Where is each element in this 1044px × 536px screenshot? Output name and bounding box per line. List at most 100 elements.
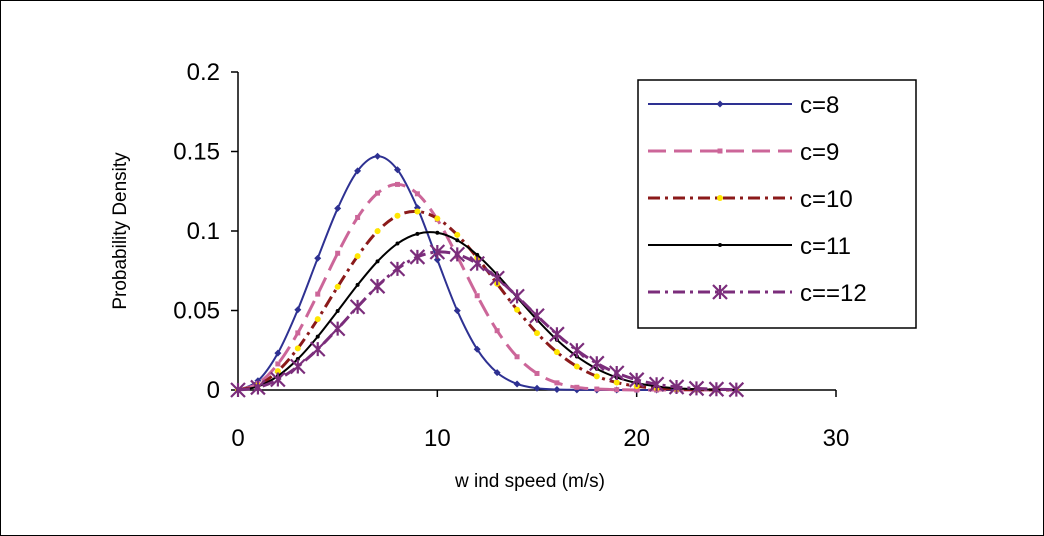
x-tick-label: 20	[623, 425, 650, 452]
data-point	[334, 283, 341, 290]
data-point	[534, 330, 540, 337]
data-point	[549, 326, 565, 342]
data-point	[429, 244, 446, 260]
data-point	[354, 253, 361, 260]
data-point	[668, 379, 685, 395]
data-point	[489, 270, 505, 287]
data-point	[290, 358, 306, 375]
y-tick-label: 0	[207, 377, 220, 404]
data-point	[634, 387, 640, 393]
data-point	[608, 365, 625, 381]
data-point	[295, 330, 301, 336]
data-point	[294, 306, 302, 314]
data-point	[433, 256, 441, 264]
data-point	[394, 181, 400, 187]
x-axis-title: w ind speed (m/s)	[454, 471, 605, 492]
legend-label: c=8	[800, 92, 839, 119]
data-point	[435, 230, 440, 235]
data-point	[509, 288, 525, 305]
data-point	[514, 354, 520, 360]
data-point	[230, 382, 246, 398]
data-point	[395, 241, 400, 246]
data-point	[454, 231, 461, 238]
ticks: 0 0.05 0.1 0.15 0.2 0 10 20 30	[173, 59, 849, 452]
data-point	[473, 345, 481, 353]
data-point	[449, 246, 466, 263]
x-tick-label: 0	[231, 425, 244, 452]
data-point	[275, 361, 281, 367]
legend-entry: c==12	[648, 280, 867, 307]
data-point	[335, 308, 340, 313]
legend-marker	[712, 284, 728, 300]
data-point	[374, 152, 382, 160]
data-point	[589, 355, 605, 372]
data-point	[250, 379, 266, 396]
data-point	[375, 190, 381, 196]
data-point	[414, 208, 421, 215]
data-point	[274, 368, 281, 375]
data-point	[728, 381, 745, 398]
y-tick-label: 0.1	[187, 218, 220, 245]
legend-label: c==12	[800, 280, 867, 307]
data-point	[628, 372, 645, 388]
data-point	[315, 334, 320, 339]
x-tick-label: 30	[823, 425, 850, 452]
data-point	[553, 349, 560, 356]
y-axis-title: Probability Density	[110, 152, 131, 310]
data-point	[314, 316, 321, 323]
legend-marker	[717, 148, 723, 154]
data-point	[569, 342, 585, 359]
data-point	[414, 191, 420, 197]
data-point	[455, 238, 460, 243]
data-point	[469, 255, 485, 272]
data-point	[474, 293, 480, 299]
data-point	[553, 386, 561, 394]
data-point	[393, 166, 401, 174]
data-point	[389, 261, 406, 277]
data-point	[394, 212, 401, 219]
data-point	[529, 307, 545, 324]
legend-label: c=9	[800, 139, 839, 166]
data-point	[708, 381, 725, 397]
data-point	[355, 214, 361, 220]
data-point	[415, 231, 420, 236]
legend-entry: c=10	[648, 186, 853, 213]
x-tick-label: 10	[424, 425, 451, 452]
data-point	[375, 259, 380, 264]
y-tick-label: 0.2	[187, 59, 220, 86]
data-point	[314, 254, 322, 262]
y-tick-label: 0.15	[173, 139, 220, 166]
data-point	[593, 373, 600, 380]
data-point	[573, 363, 580, 370]
series-5	[230, 244, 745, 398]
data-point	[533, 384, 541, 392]
legend-entry: c=11	[648, 233, 851, 260]
series-layer	[230, 152, 745, 398]
data-point	[354, 167, 362, 175]
data-point	[434, 215, 441, 222]
data-point	[493, 369, 501, 377]
data-point	[594, 386, 600, 392]
data-point	[648, 376, 665, 393]
data-point	[270, 371, 286, 388]
data-point	[409, 249, 426, 265]
data-point	[613, 379, 620, 386]
legend-box	[637, 79, 917, 329]
data-point	[335, 250, 341, 256]
data-point	[475, 252, 480, 257]
data-point	[494, 328, 500, 334]
data-point	[355, 282, 360, 287]
data-point	[329, 320, 346, 337]
data-point	[374, 228, 381, 235]
data-point	[614, 387, 620, 393]
data-point	[574, 384, 580, 390]
legend-label: c=10	[800, 186, 853, 213]
data-point	[274, 349, 282, 357]
legend-marker	[716, 100, 724, 108]
data-point	[309, 341, 326, 357]
legend-marker	[717, 195, 723, 201]
legend-entry: c=9	[648, 139, 839, 166]
legend-marker	[718, 243, 722, 247]
legend-entry: c=8	[648, 92, 839, 119]
